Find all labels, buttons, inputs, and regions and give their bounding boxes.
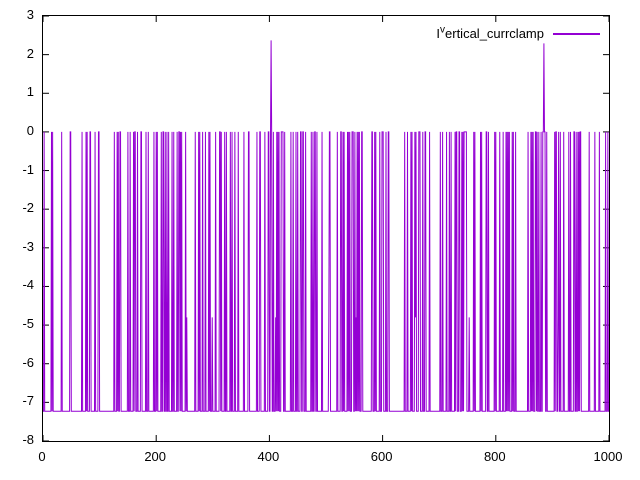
series-line-currclamp [43, 40, 609, 412]
legend-label-prefix: I [436, 26, 441, 41]
x-tick-label: 1000 [593, 449, 623, 464]
y-tick-label: -1 [22, 161, 34, 177]
x-tick-label: 600 [370, 449, 393, 464]
x-tick-label: 800 [483, 449, 506, 464]
y-tick-label: -4 [22, 277, 34, 293]
y-tick-label: -7 [22, 393, 34, 409]
y-tick-label: 1 [26, 84, 34, 100]
legend-line-sample [553, 32, 600, 35]
plot-svg [43, 16, 609, 441]
y-tick-label: 3 [26, 7, 34, 22]
y-tick-label: -5 [22, 316, 34, 332]
legend-label: Ivertical_currclamp [436, 24, 544, 41]
y-tick-label: 0 [26, 122, 34, 138]
y-tick-label: -8 [22, 432, 34, 447]
y-tick-label: -3 [22, 238, 34, 254]
x-tick-label: 200 [144, 449, 167, 464]
y-tick-label: -2 [22, 200, 34, 216]
plot-area [42, 15, 610, 442]
legend-label-superscript: v [440, 24, 446, 36]
x-tick-label: 400 [257, 449, 280, 464]
x-tick-label: 0 [38, 449, 46, 464]
y-tick-label: -6 [22, 354, 34, 370]
legend: Ivertical_currclamp [390, 24, 600, 41]
y-tick-label: 2 [26, 45, 34, 61]
legend-label-rest: ertical_currclamp [445, 26, 544, 41]
